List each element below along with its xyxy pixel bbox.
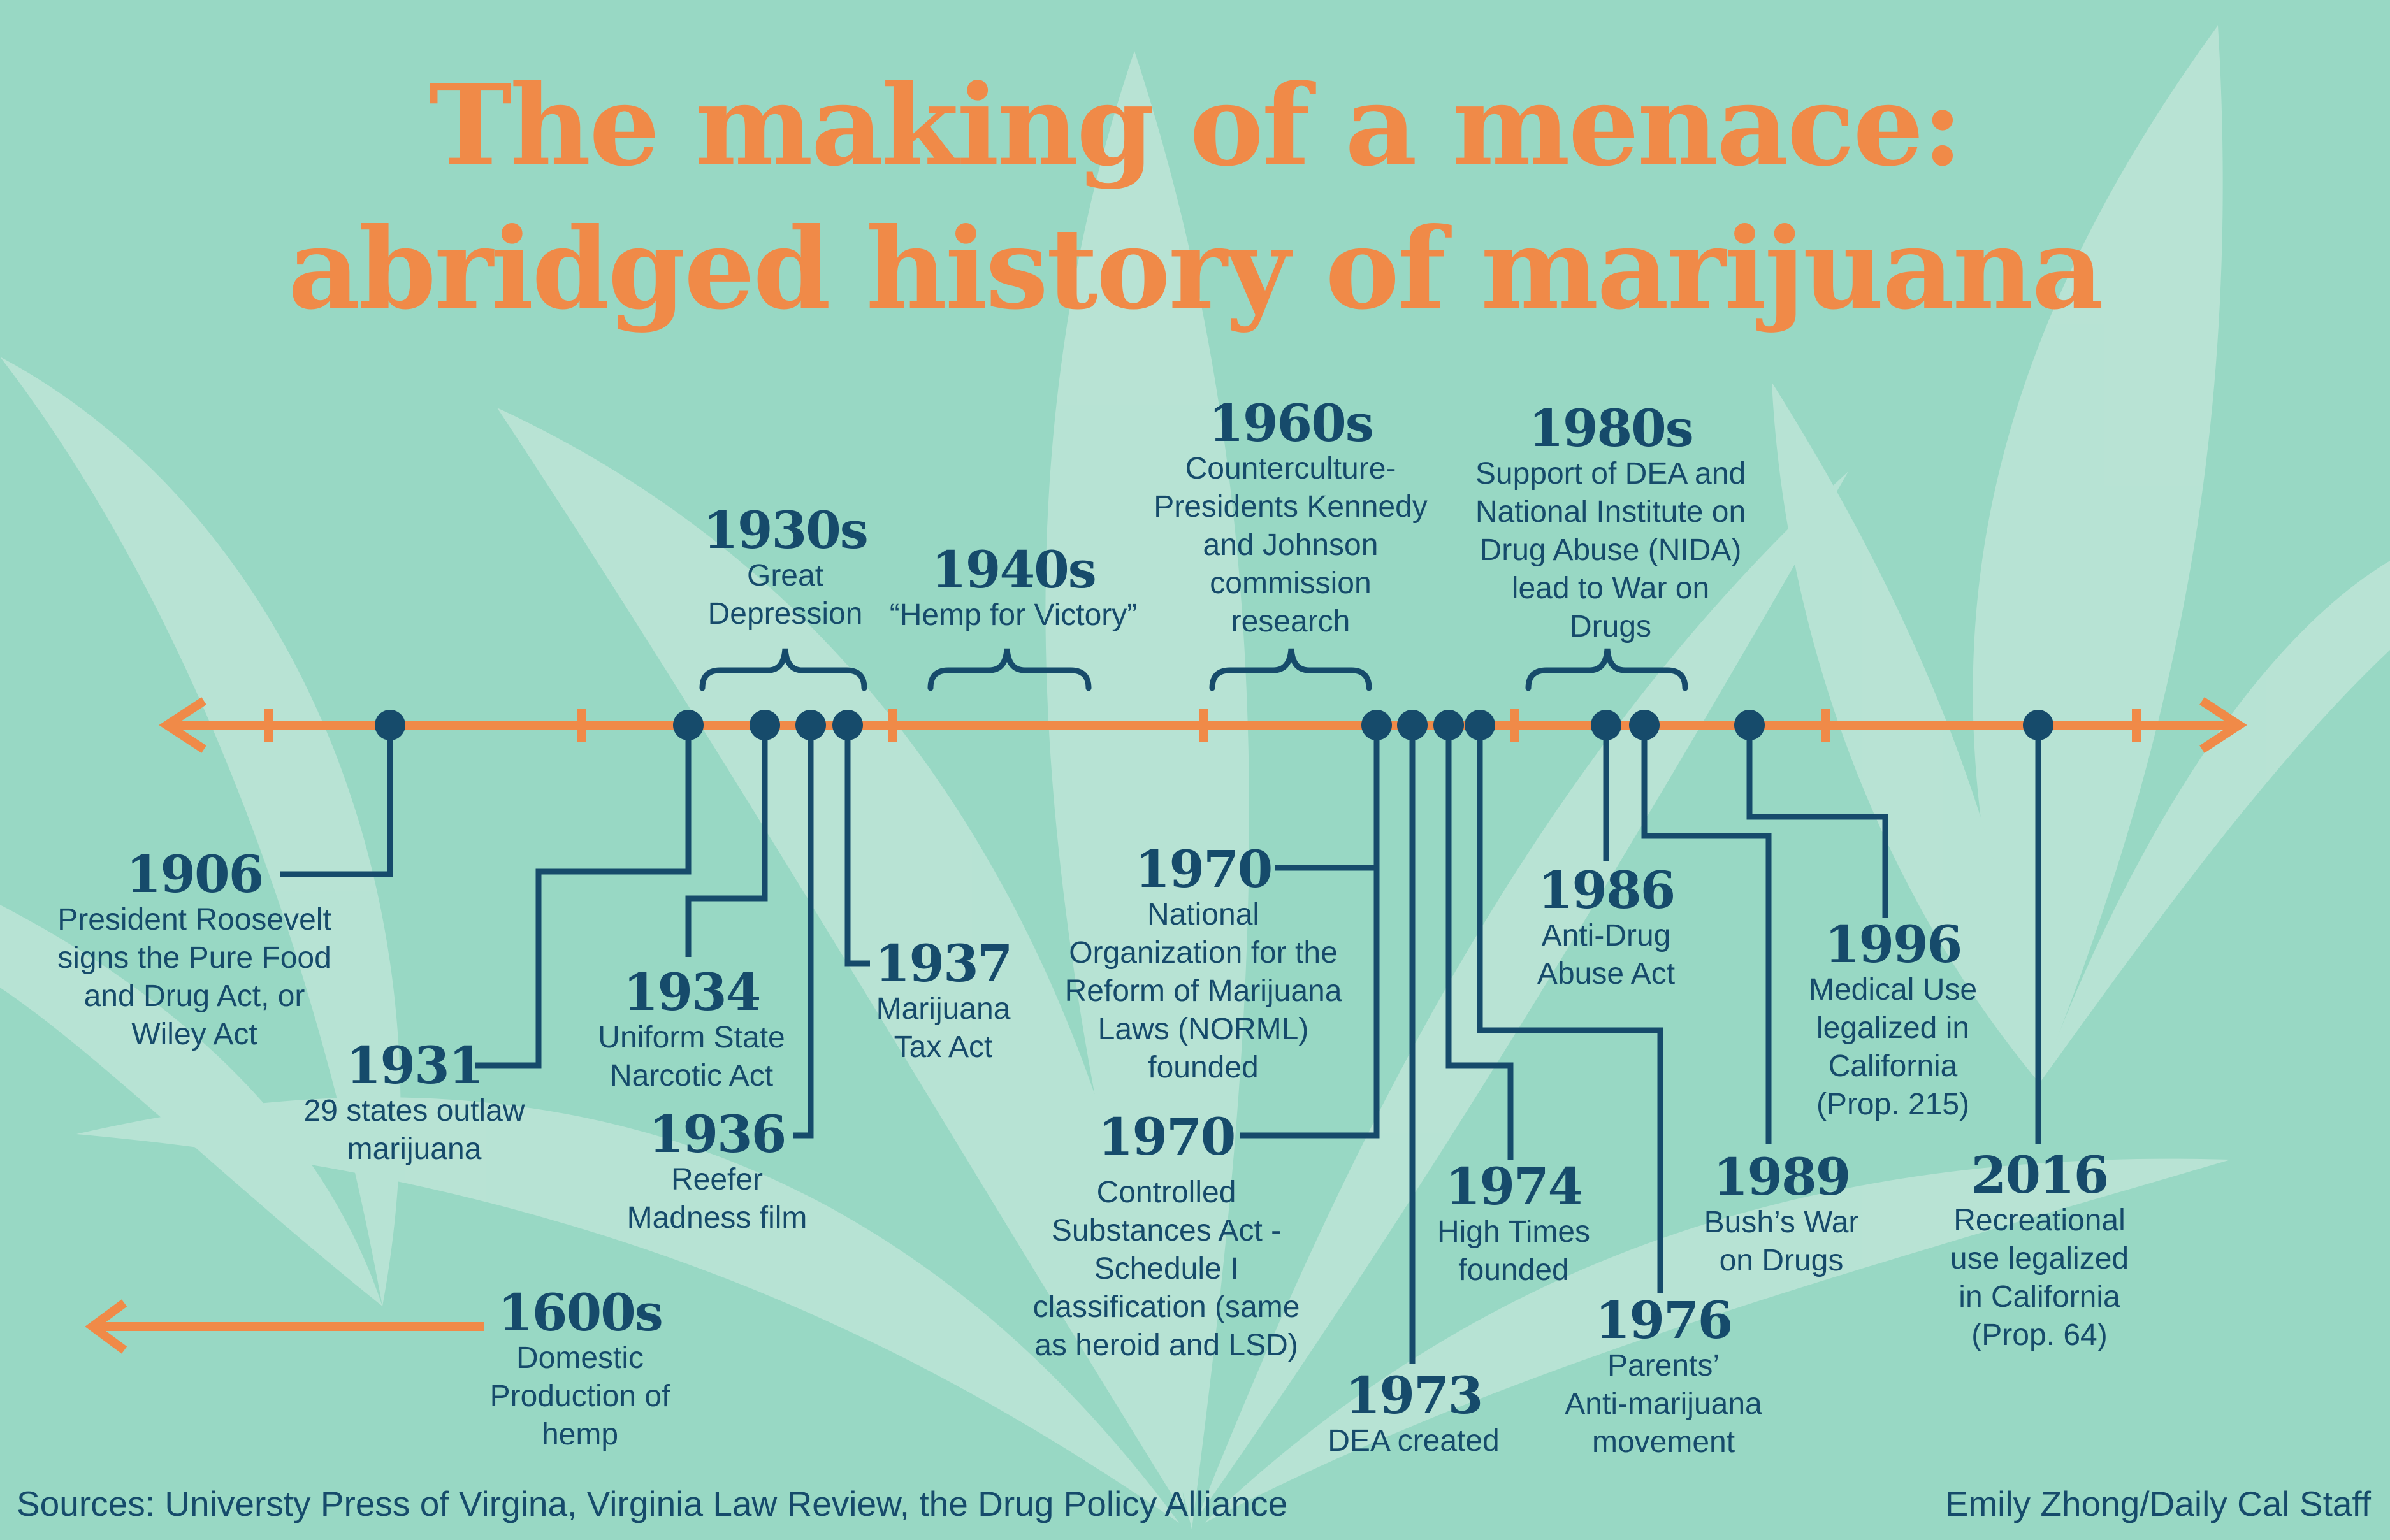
event-1989: 1989 Bush’s War on Drugs — [1704, 1150, 1859, 1280]
event-1930s: 1930s Great Depression — [703, 500, 869, 633]
event-description: Counterculture- Presidents Kennedy and J… — [1154, 452, 1428, 638]
dot-1996 — [1734, 710, 1765, 740]
event-1986: 1986 Anti-Drug Abuse Act — [1537, 860, 1676, 993]
event-description: National Organization for the Reform of … — [1064, 898, 1342, 1084]
event-year: 1970 — [1134, 839, 1273, 899]
event-2016: 2016 Recreational use legalized in Calif… — [1950, 1148, 2129, 1355]
event-year: 1934 — [623, 962, 762, 1022]
event-1934: 1934 Uniform State Narcotic Act — [598, 965, 785, 1095]
event-year: 1937 — [874, 933, 1013, 993]
event-1974: 1974 High Times founded — [1437, 1160, 1590, 1290]
event-description: Domestic Production of hemp — [489, 1341, 670, 1451]
event-description: Great Depression — [707, 559, 863, 631]
timeline-right-arrow — [2199, 697, 2247, 753]
event-year: 1973 — [1345, 1365, 1484, 1425]
event-description: Bush’s War on Drugs — [1704, 1205, 1859, 1277]
event-1600s: 1600s Domestic Production of hemp — [490, 1286, 670, 1454]
event-year: 1989 — [1713, 1147, 1851, 1207]
dot-2016 — [2023, 710, 2053, 740]
connector-1996 — [1746, 725, 1888, 918]
event-year: 2016 — [1971, 1145, 2110, 1205]
dot-1937 — [832, 710, 863, 740]
event-year: 1974 — [1445, 1156, 1584, 1216]
brace-1980s — [1525, 648, 1688, 691]
event-description: Uniform State Narcotic Act — [598, 1021, 785, 1093]
event-1960s: 1960s Counterculture- Presidents Kennedy… — [1154, 396, 1428, 641]
event-1936: 1936 Reefer Madness film — [627, 1107, 808, 1237]
event-year: 1986 — [1537, 860, 1676, 920]
event-year: 1936 — [648, 1104, 787, 1164]
event-description: Controlled Substances Act - Schedule I c… — [1032, 1176, 1300, 1362]
event-1937: 1937 Marijuana Tax Act — [874, 933, 1013, 1067]
dot-1906 — [375, 710, 405, 740]
title-line-1: The making of a menace: — [428, 61, 1963, 191]
event-year: 1931 — [345, 1035, 484, 1095]
event-year: 1980s — [1528, 398, 1694, 458]
event-year: 1940s — [931, 540, 1097, 600]
credit-text: Emily Zhong/Daily Cal Staff — [1945, 1484, 2371, 1523]
sources-text: Sources: Universty Press of Virgina, Vir… — [17, 1484, 1288, 1523]
timeline-left-arrow — [159, 697, 206, 753]
event-1976: 1976 Parents’ Anti-marijuana movement — [1565, 1293, 1762, 1462]
dot-1936 — [795, 710, 826, 740]
event-description: Medical Use legalized in California (Pro… — [1808, 973, 1978, 1121]
event-description: “Hemp for Victory” — [889, 598, 1138, 632]
event-description: Anti-Drug Abuse Act — [1537, 919, 1676, 991]
event-1931: 1931 29 states outlaw marijuana — [304, 1039, 525, 1169]
event-description: Marijuana Tax Act — [876, 992, 1011, 1064]
event-description: Recreational use legalized in California… — [1950, 1204, 2129, 1352]
event-dots — [375, 710, 2053, 740]
event-1970-csa: 1970 Controlled Substances Act - Schedul… — [1033, 1110, 1300, 1365]
connector-1934 — [685, 725, 768, 957]
dot-1989 — [1629, 710, 1660, 740]
dot-1931 — [673, 710, 704, 740]
connector-1937 — [844, 725, 870, 967]
connector-lines — [280, 725, 2041, 1364]
event-1973: 1973 DEA created — [1328, 1369, 1499, 1460]
event-year: 1960s — [1208, 393, 1374, 453]
event-description: Parents’ Anti-marijuana movement — [1565, 1349, 1762, 1459]
connector-1976 — [1477, 725, 1663, 1293]
brace-1930s — [699, 648, 867, 691]
event-1940s: 1940s “Hemp for Victory” — [890, 543, 1138, 635]
dot-1976 — [1465, 710, 1495, 740]
dot-1974 — [1433, 710, 1464, 740]
event-description: President Roosevelt signs the Pure Food … — [57, 903, 331, 1051]
era-braces — [699, 648, 1688, 691]
event-description: Reefer Madness film — [626, 1163, 808, 1235]
brace-1960s — [1209, 648, 1372, 691]
timeline-axis — [85, 697, 2247, 1354]
event-year: 1906 — [126, 844, 264, 904]
event-1980s: 1980s Support of DEA and National Instit… — [1475, 401, 1746, 646]
event-description: 29 states outlaw marijuana — [303, 1094, 525, 1166]
connector-1936 — [793, 725, 814, 1139]
event-year: 1976 — [1595, 1290, 1734, 1350]
dot-1986 — [1591, 710, 1621, 740]
event-year: 1600s — [498, 1283, 663, 1342]
event-1996: 1996 Medical Use legalized in California… — [1809, 918, 1977, 1124]
dot-1973 — [1397, 710, 1428, 740]
event-description: DEA created — [1328, 1424, 1500, 1458]
brace-1940s — [927, 648, 1092, 691]
connector-1970-csa — [1240, 725, 1380, 1139]
event-year: 1996 — [1824, 914, 1963, 974]
event-1970-norml: 1970 National Organization for the Refor… — [1065, 842, 1342, 1087]
event-description: High Times founded — [1437, 1215, 1591, 1287]
event-description: Support of DEA and National Institute on… — [1475, 457, 1746, 644]
connector-1931 — [475, 725, 692, 1069]
dot-1970 — [1361, 710, 1392, 740]
connector-1974 — [1445, 725, 1514, 1160]
title-line-2: abridged history of marijuana — [287, 204, 2104, 335]
event-year: 1930s — [703, 500, 869, 560]
connector-1989 — [1641, 725, 1772, 1144]
event-year: 1970 — [1097, 1107, 1236, 1167]
connector-1906 — [280, 725, 393, 877]
event-1906: 1906 President Roosevelt signs the Pure … — [57, 847, 331, 1054]
1600s-arrow-head — [85, 1299, 127, 1354]
dot-1934 — [750, 710, 780, 740]
